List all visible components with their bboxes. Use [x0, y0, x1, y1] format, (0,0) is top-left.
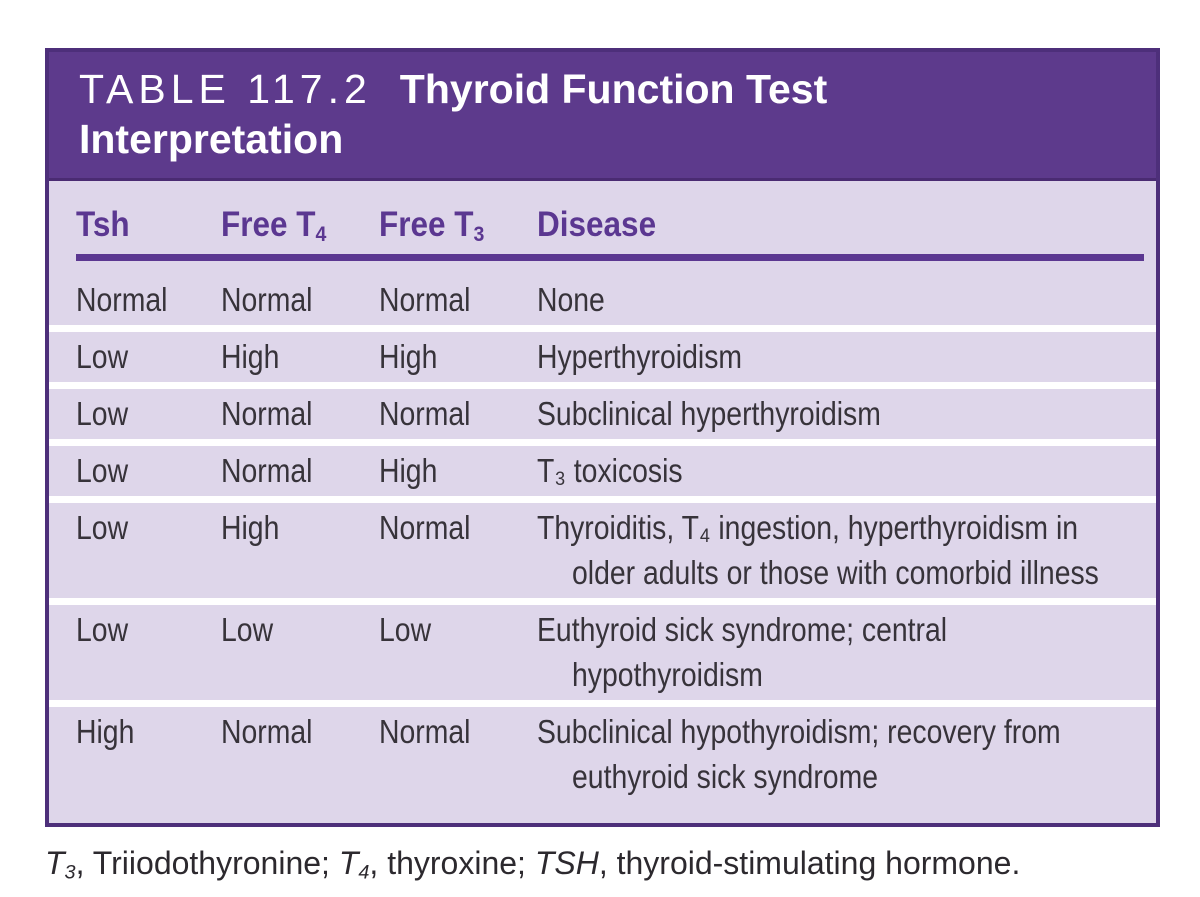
table-row: Low High Normal Thyroiditis, T₄ ingestio… [49, 503, 1156, 598]
table-header-band: TABLE 117.2 Thyroid Function Test Interpr… [49, 52, 1156, 181]
thyroid-function-table: TABLE 117.2 Thyroid Function Test Interpr… [45, 48, 1160, 827]
disease-line: Thyroiditis, T₄ ingestion, hyperthyroidi… [537, 509, 1079, 546]
abbreviation-t3-sub: 3 [64, 861, 76, 884]
disease-line: None [537, 281, 605, 318]
table-row: Normal Normal Normal None [49, 261, 1156, 325]
definition-tsh: , thyroid-stimulating hormone. [598, 845, 1021, 881]
cell-free-t3: High [379, 338, 438, 375]
cell-disease: Subclinical hypothyroidism; recovery fro… [537, 709, 1146, 799]
table-row: Low Normal Normal Subclinical hyperthyro… [49, 389, 1156, 439]
cell-disease: T₃ toxicosis [537, 448, 1144, 493]
cell-tsh: Low [76, 452, 129, 489]
table-row: Low Low Low Euthyroid sick syndrome; cen… [49, 605, 1156, 700]
disease-line: hypothyroidism [572, 656, 763, 693]
abbreviation-tsh: TSH [534, 845, 599, 881]
disease-line: Euthyroid sick syndrome; central [537, 611, 948, 648]
disease-line: Hyperthyroidism [537, 338, 743, 375]
disease-line: Subclinical hypothyroidism; recovery fro… [537, 713, 1061, 750]
cell-free-t4: Low [221, 611, 274, 648]
column-header-row: Tsh Free T4 Free T3 Disease [49, 201, 1156, 249]
cell-free-t4: Normal [221, 713, 313, 750]
cell-free-t4: High [221, 338, 280, 375]
table-row: High Normal Normal Subclinical hypothyro… [49, 707, 1156, 823]
cell-free-t3: Normal [379, 713, 471, 750]
column-header-tsh: Tsh [76, 205, 130, 244]
column-header-block: Tsh Free T4 Free T3 Disease [49, 181, 1156, 261]
abbreviation-t3: T [45, 845, 65, 881]
cell-tsh: Low [76, 509, 129, 546]
cell-disease: Hyperthyroidism [537, 334, 1144, 379]
cell-free-t4: Normal [221, 281, 313, 318]
disease-line: euthyroid sick syndrome [572, 758, 879, 795]
cell-tsh: Low [76, 395, 129, 432]
cell-tsh: Low [76, 338, 129, 375]
column-header-disease: Disease [537, 205, 657, 244]
cell-tsh: High [76, 713, 135, 750]
header-underline [76, 254, 1144, 261]
cell-free-t3: Normal [379, 509, 471, 546]
cell-disease: Euthyroid sick syndrome; central hypothy… [537, 607, 1144, 697]
table-number: TABLE 117.2 [79, 66, 372, 112]
disease-line: T₃ toxicosis [537, 452, 683, 489]
cell-free-t3: High [379, 452, 438, 489]
table-footnote: T3, Triiodothyronine; T4, thyroxine; TSH… [45, 843, 1160, 883]
table-body: Tsh Free T4 Free T3 Disease Normal Norma… [49, 181, 1156, 823]
cell-free-t4: Normal [221, 452, 313, 489]
abbreviation-t4-sub: 4 [358, 861, 370, 884]
abbreviation-t4: T [338, 845, 359, 881]
cell-disease: Subclinical hyperthyroidism [537, 391, 1144, 436]
table-row: Low Normal High T₃ toxicosis [49, 446, 1156, 496]
definition-t4: , thyroxine; [369, 845, 535, 881]
definition-t3: , Triiodothyronine; [75, 845, 339, 881]
cell-tsh: Normal [76, 281, 168, 318]
cell-free-t3: Normal [379, 395, 471, 432]
disease-line: older adults or those with comorbid illn… [572, 554, 1099, 591]
column-header-free-t3: Free T3 [379, 205, 485, 246]
cell-tsh: Low [76, 611, 129, 648]
table-row: Low High High Hyperthyroidism [49, 332, 1156, 382]
cell-free-t3: Low [379, 611, 432, 648]
cell-free-t4: Normal [221, 395, 313, 432]
cell-free-t3: Normal [379, 281, 471, 318]
cell-free-t4: High [221, 509, 280, 546]
table-title: Thyroid Function Test Interpretation [79, 66, 828, 162]
column-header-free-t4: Free T4 [221, 205, 327, 246]
cell-disease: None [537, 277, 1144, 322]
disease-line: Subclinical hyperthyroidism [537, 395, 881, 432]
cell-disease: Thyroiditis, T₄ ingestion, hyperthyroidi… [537, 505, 1185, 595]
